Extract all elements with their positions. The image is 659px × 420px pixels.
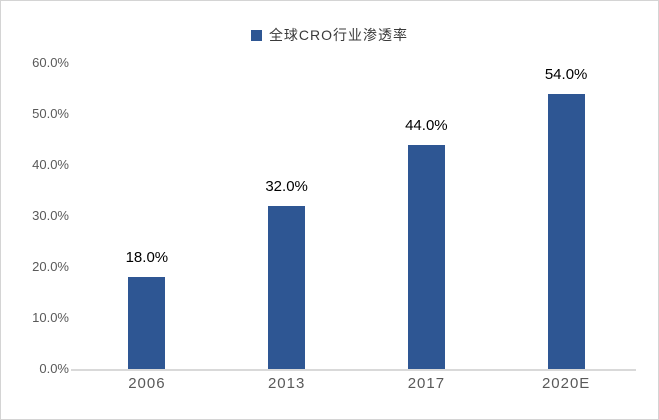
y-tick-label: 30.0% — [32, 208, 69, 223]
y-tick-label: 10.0% — [32, 310, 69, 326]
legend-marker-square-icon — [250, 29, 262, 41]
x-axis: 2006 2013 2017 2020E — [77, 375, 636, 392]
bar — [547, 93, 585, 369]
x-axis-line — [71, 369, 636, 371]
y-tick-label: 50.0% — [32, 106, 69, 121]
x-tick-label: 2006 — [128, 375, 166, 392]
bar-series: 18.0% 32.0% 44.0% 54.0% — [77, 63, 636, 369]
bar — [128, 277, 166, 369]
y-tick-label: 0.0% — [39, 361, 69, 376]
bar-value-label: 44.0% — [405, 116, 448, 134]
bar-column: 44.0% — [357, 63, 497, 369]
bar-column: 32.0% — [217, 63, 357, 369]
plot-area: 18.0% 32.0% 44.0% 54.0% — [71, 63, 636, 371]
y-tick-label: 60.0% — [32, 55, 69, 70]
bar-value-label: 54.0% — [544, 65, 588, 83]
chart-legend: 全球CRO行业渗透率 — [1, 25, 658, 45]
bar-value-label: 18.0% — [125, 249, 169, 267]
y-axis: 0.0% 10.0% 20.0% 30.0% 40.0% 50.0% 60.0% — [9, 55, 69, 376]
bar-column: 54.0% — [496, 63, 636, 369]
bar-value-label: 32.0% — [265, 177, 308, 195]
y-tick-label: 20.0% — [32, 259, 69, 275]
bar — [407, 144, 445, 369]
x-tick-label: 2020E — [541, 375, 591, 392]
bar — [268, 205, 306, 369]
x-tick-label: 2013 — [267, 375, 306, 392]
x-tick-label: 2017 — [407, 375, 446, 392]
y-tick-label: 40.0% — [32, 157, 69, 173]
bar-column: 18.0% — [77, 63, 217, 369]
legend-series-label: 全球CRO行业渗透率 — [268, 27, 409, 43]
